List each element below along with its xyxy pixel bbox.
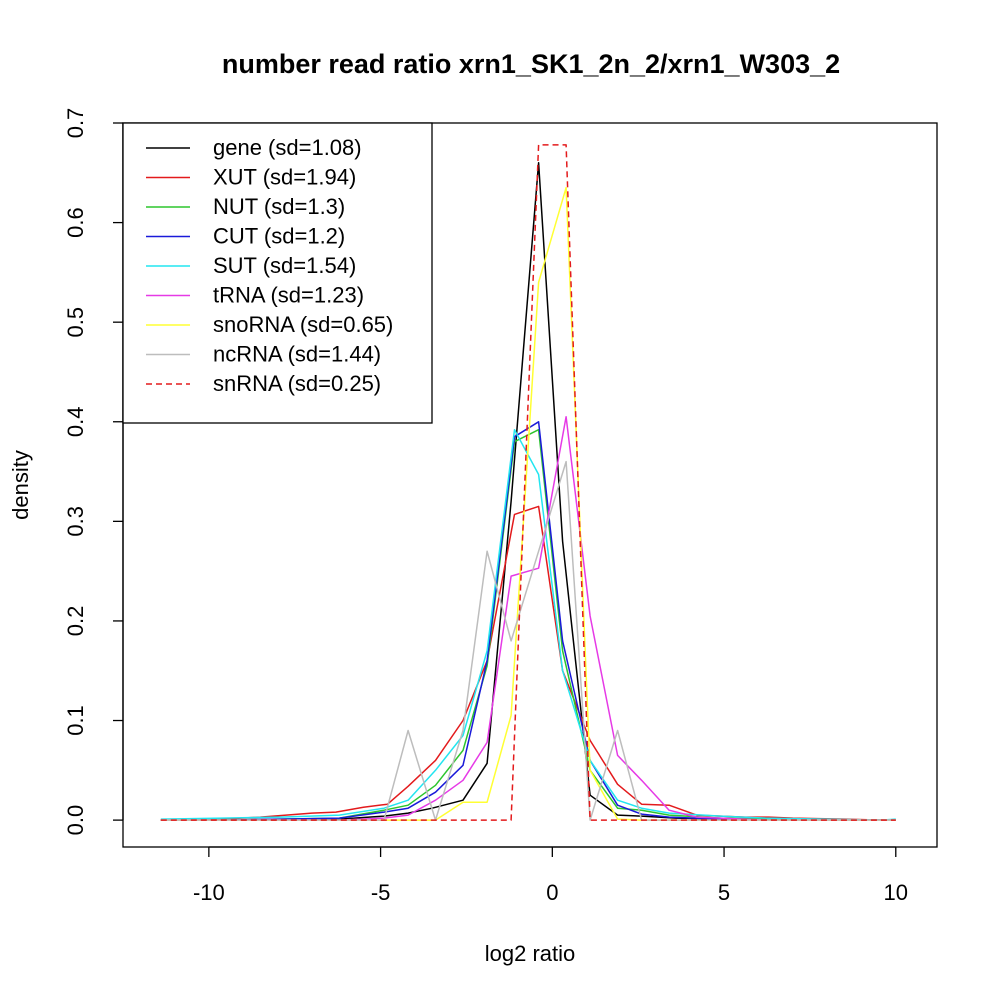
legend: gene (sd=1.08) XUT (sd=1.94) NUT (sd=1.3) C… (122, 122, 433, 424)
legend-label-2: NUT (sd=1.3) (213, 194, 345, 219)
x-tick-label-0: -10 (193, 880, 225, 905)
series-lines (160, 144, 896, 821)
legend-label-8: snRNA (sd=0.25) (213, 371, 381, 396)
series-line-7 (160, 460, 896, 821)
legend-label-1: XUT (sd=1.94) (213, 165, 356, 190)
series-line-3 (160, 421, 896, 821)
legend-label-7: ncRNA (sd=1.44) (213, 342, 381, 367)
y-tick-label-5: 0.5 (63, 307, 88, 338)
x-tick-label-3: 5 (718, 880, 730, 905)
x-tick-label-2: 0 (546, 880, 558, 905)
legend-label-3: CUT (sd=1.2) (213, 224, 345, 249)
legend-label-6: snoRNA (sd=0.65) (213, 312, 393, 337)
y-tick-label-4: 0.4 (63, 407, 88, 438)
legend-label-0: gene (sd=1.08) (213, 135, 362, 160)
x-tick-label-1: -5 (371, 880, 391, 905)
legend-label-5: tRNA (sd=1.23) (213, 283, 364, 308)
y-axis-label: density (8, 450, 33, 520)
y-axis: 0.0 0.1 0.2 0.3 0.4 0.5 0.6 0.7 (63, 108, 124, 836)
series-line-1 (160, 505, 896, 821)
x-tick-label-4: 10 (884, 880, 908, 905)
series-line-8 (160, 144, 896, 821)
series-line-2 (160, 428, 896, 821)
y-tick-label-6: 0.6 (63, 207, 88, 238)
legend-box (122, 122, 433, 424)
y-tick-label-7: 0.7 (63, 108, 88, 139)
series-line-4 (160, 428, 896, 821)
y-tick-label-3: 0.3 (63, 506, 88, 537)
x-axis-label: log2 ratio (485, 941, 576, 966)
series-line-5 (160, 416, 896, 821)
legend-label-4: SUT (sd=1.54) (213, 253, 356, 278)
y-tick-label-2: 0.2 (63, 606, 88, 637)
x-axis: -10 -5 0 5 10 (193, 846, 908, 905)
y-tick-label-1: 0.1 (63, 705, 88, 736)
y-tick-label-0: 0.0 (63, 805, 88, 836)
chart-title: number read ratio xrn1_SK1_2n_2/xrn1_W30… (222, 49, 840, 79)
